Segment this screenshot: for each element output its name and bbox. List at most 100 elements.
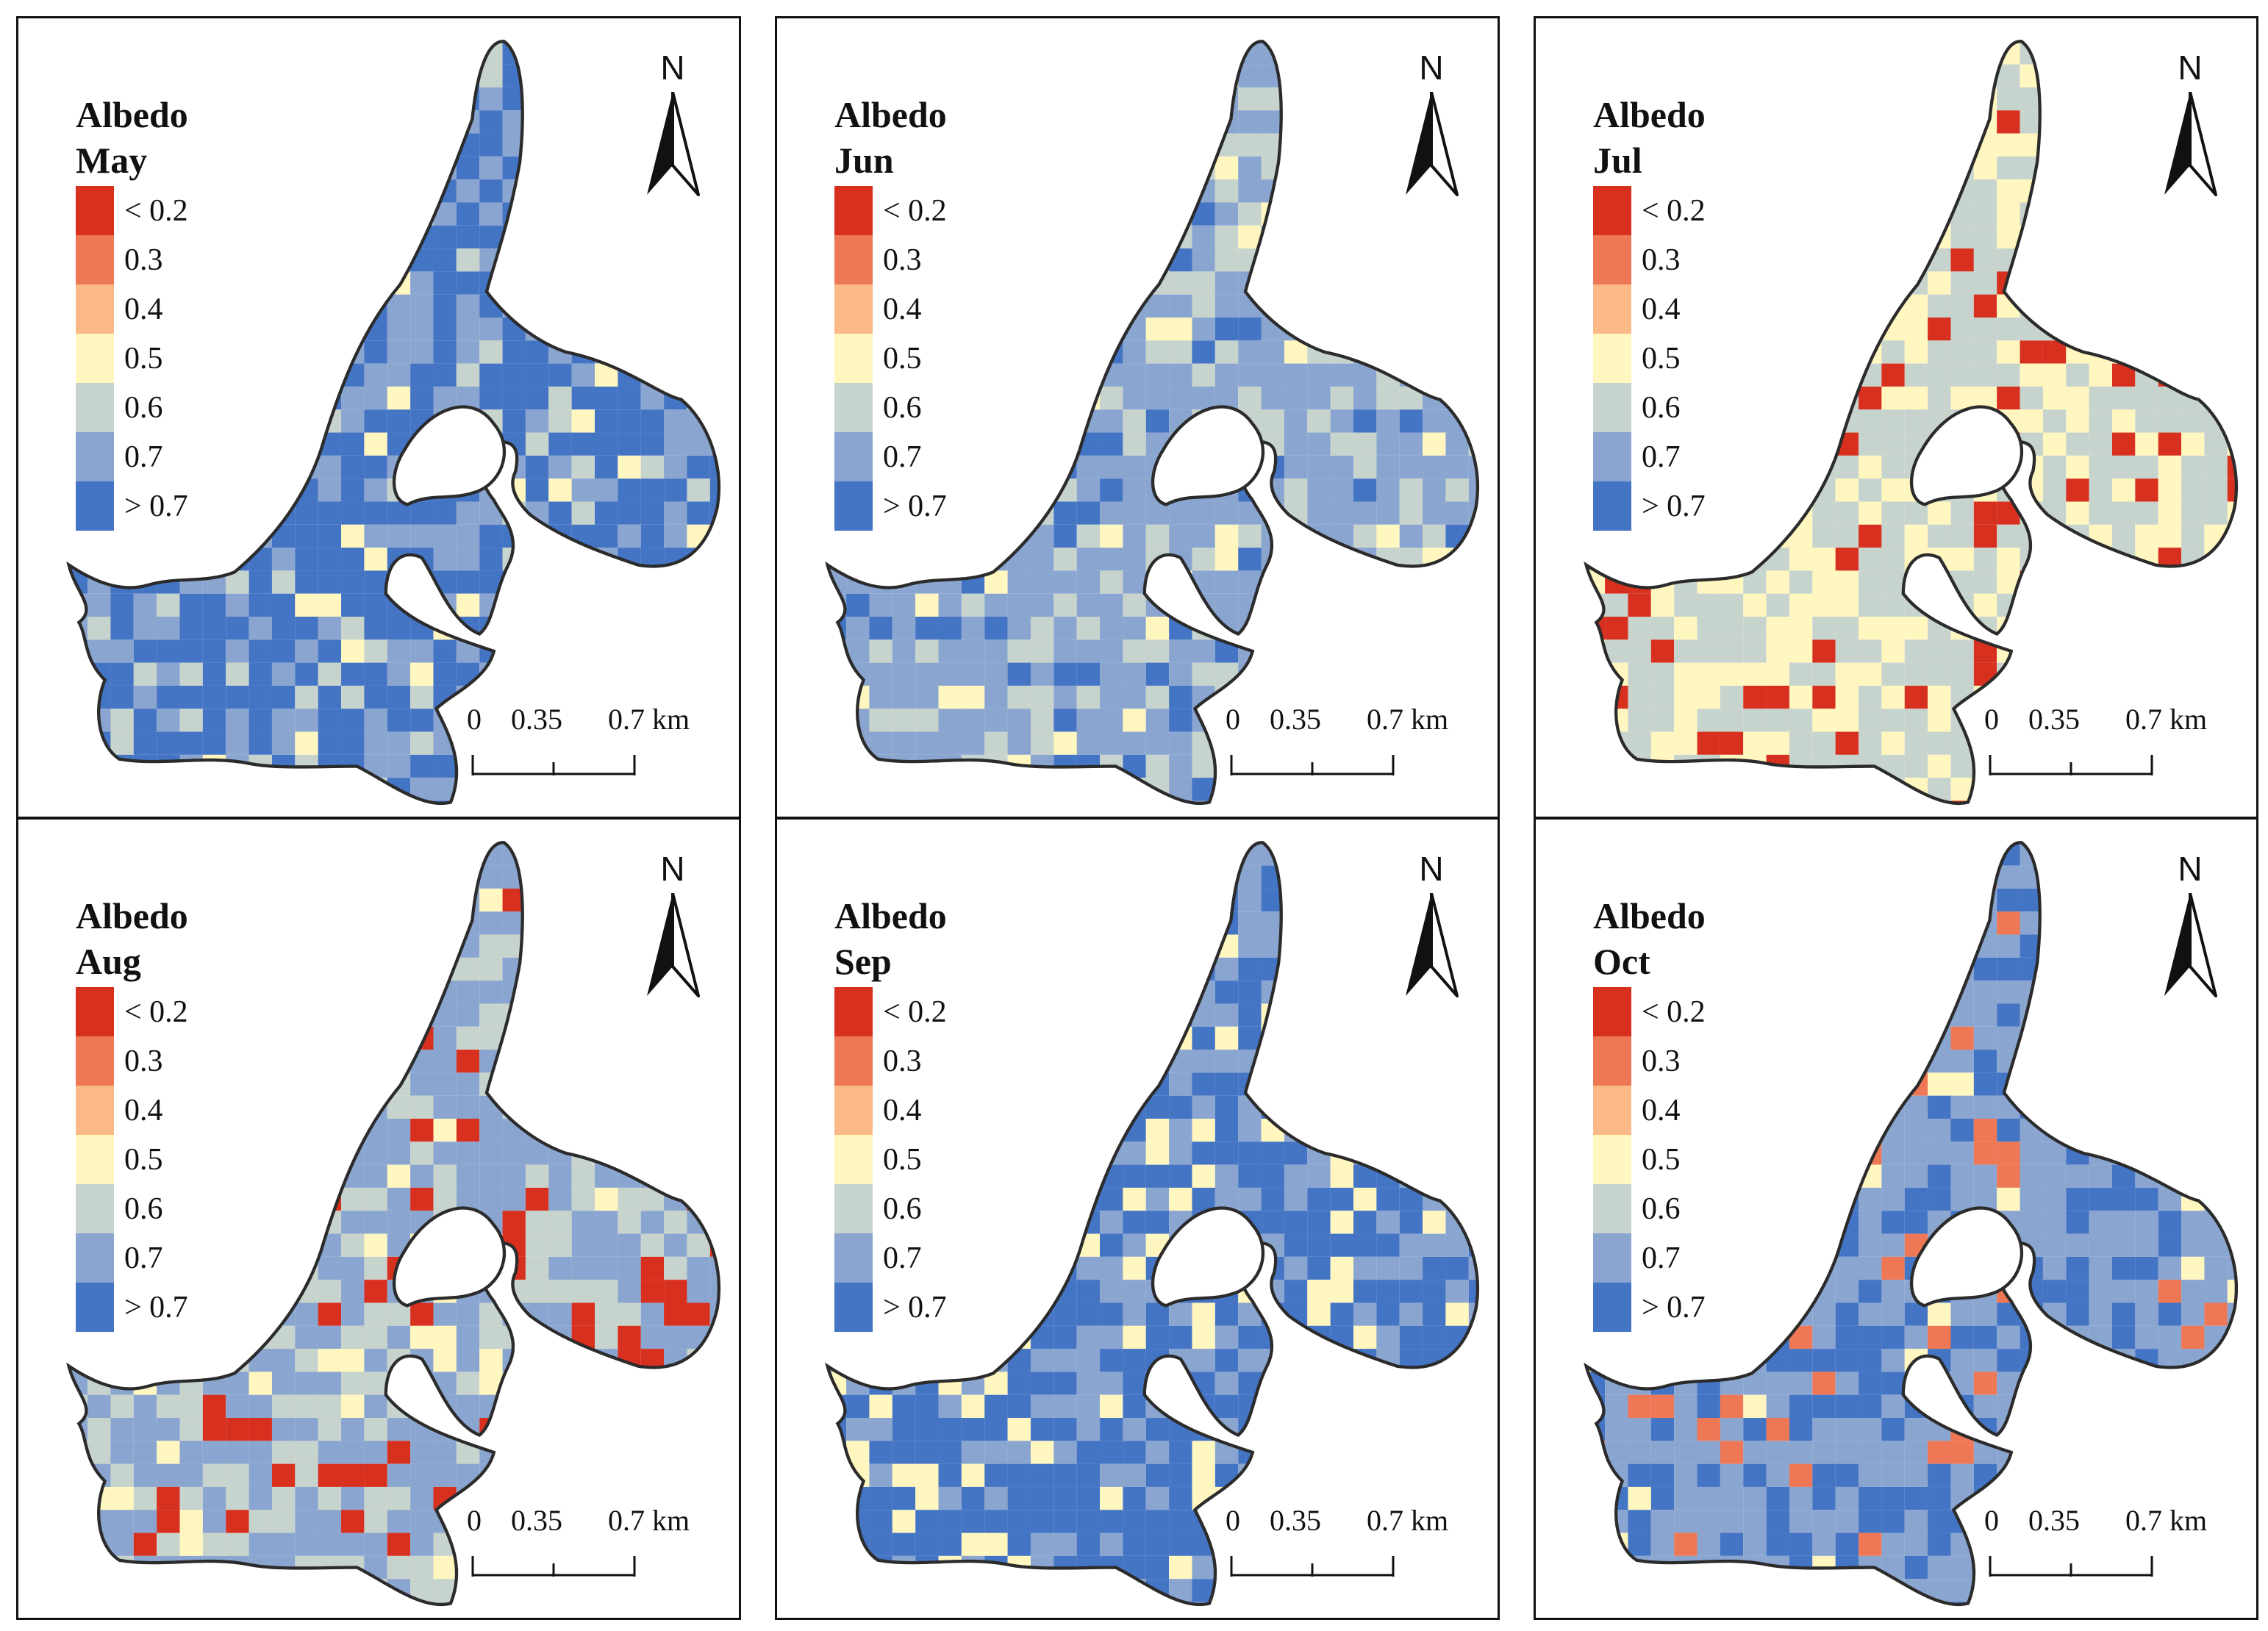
- legend-label: 0.4: [883, 292, 922, 326]
- glacier-albedo-map: [1584, 40, 2238, 806]
- map-panel-jul: Albedo Jul < 0.2 0.3 0.4 0.5 0.6 0.7 > 0.7 N 0 0.35…: [1534, 16, 2258, 819]
- legend-row: 0.6: [76, 1184, 188, 1233]
- legend-title-label: Albedo: [76, 895, 188, 936]
- legend-row: 0.6: [76, 383, 188, 432]
- legend-label: 0.7: [883, 440, 922, 474]
- legend-swatch: [76, 1233, 114, 1283]
- legend-row: 0.3: [76, 1036, 188, 1086]
- scale-bar: 0 0.35 0.7 km: [1226, 702, 1468, 790]
- nunatak-outline: [1151, 1206, 1265, 1308]
- legend-label: 0.5: [1642, 1142, 1681, 1177]
- legend-month-label: Sep: [834, 941, 892, 982]
- glacier-albedo-map: [825, 841, 1479, 1607]
- legend-label: 0.7: [1642, 440, 1681, 474]
- legend-title-label: Albedo: [1593, 895, 1706, 936]
- north-arrow-icon: [1406, 92, 1459, 196]
- legend-label: > 0.7: [1642, 489, 1706, 523]
- legend-row: < 0.2: [76, 987, 188, 1036]
- legend-label: 0.5: [883, 1142, 922, 1177]
- legend-swatch: [834, 334, 873, 383]
- scale-label-end: 0.7 km: [2125, 703, 2208, 736]
- north-letter: N: [1419, 850, 1444, 888]
- legend-title-label: Albedo: [834, 94, 947, 135]
- legend-month-label: Jul: [1593, 140, 1642, 181]
- scale-bar-line: [471, 755, 636, 775]
- legend-row: 0.5: [1593, 1135, 1706, 1184]
- nunatak-outline: [1151, 405, 1265, 506]
- legend-label: 0.7: [1642, 1241, 1681, 1275]
- scale-bar-line: [1989, 1556, 2153, 1577]
- scale-label-mid: 0.35: [511, 703, 562, 736]
- north-letter: N: [660, 850, 685, 888]
- legend-label: 0.3: [1642, 1044, 1681, 1078]
- legend-row: > 0.7: [834, 481, 947, 531]
- legend-swatch: [1593, 186, 1631, 235]
- legend-swatch: [834, 1283, 873, 1332]
- legend-row: > 0.7: [76, 481, 188, 531]
- legend-row: 0.3: [76, 235, 188, 284]
- legend-row: 0.6: [834, 383, 947, 432]
- legend-swatch: [1593, 284, 1631, 334]
- north-arrow-icon: [647, 893, 700, 997]
- albedo-legend: < 0.2 0.3 0.4 0.5 0.6 0.7 > 0.7: [834, 186, 947, 531]
- map-panel-aug: Albedo Aug < 0.2 0.3 0.4 0.5 0.6 0.7 > 0.7 N 0 0.35…: [16, 817, 741, 1620]
- legend-swatch: [76, 1135, 114, 1184]
- glacier-albedo-map: [66, 841, 720, 1607]
- glacier-albedo-map: [825, 40, 1479, 806]
- legend-label: 0.5: [1642, 341, 1681, 376]
- legend-row: > 0.7: [76, 1283, 188, 1332]
- nunatak-outline: [392, 405, 507, 506]
- map-panel-jun: Albedo Jun < 0.2 0.3 0.4 0.5 0.6 0.7 > 0.7 N 0 0.35…: [775, 16, 1500, 819]
- scale-bar: 0 0.35 0.7 km: [1984, 1503, 2227, 1591]
- legend-swatch: [76, 1184, 114, 1233]
- legend-swatch: [76, 1036, 114, 1086]
- north-arrow: N: [640, 849, 706, 1011]
- legend-swatch: [76, 383, 114, 432]
- legend-row: 0.7: [834, 1233, 947, 1283]
- legend-row: 0.7: [1593, 432, 1706, 481]
- scale-label-end: 0.7 km: [1367, 703, 1449, 736]
- legend-row: 0.6: [1593, 1184, 1706, 1233]
- legend-label: 0.3: [124, 1044, 163, 1078]
- legend-label: 0.7: [124, 1241, 163, 1275]
- legend-row: 0.7: [834, 432, 947, 481]
- legend-row: > 0.7: [1593, 481, 1706, 531]
- glacier-outline: [1584, 841, 2238, 1607]
- north-arrow-icon: [2164, 92, 2217, 196]
- north-arrow: N: [1398, 849, 1464, 1011]
- legend-swatch: [1593, 1233, 1631, 1283]
- albedo-legend: < 0.2 0.3 0.4 0.5 0.6 0.7 > 0.7: [1593, 987, 1706, 1332]
- legend-row: < 0.2: [834, 987, 947, 1036]
- legend-label: < 0.2: [883, 994, 947, 1029]
- nunatak-outline: [1909, 1206, 2024, 1308]
- north-arrow-icon: [1406, 893, 1459, 997]
- legend-swatch: [834, 987, 873, 1036]
- legend-swatch: [76, 481, 114, 531]
- legend-swatch: [1593, 334, 1631, 383]
- legend-row: 0.6: [1593, 383, 1706, 432]
- legend-label: 0.3: [883, 243, 922, 277]
- legend-row: 0.3: [1593, 1036, 1706, 1086]
- legend-row: 0.4: [834, 284, 947, 334]
- legend-row: > 0.7: [1593, 1283, 1706, 1332]
- legend-month-label: Oct: [1593, 941, 1650, 982]
- scale-bar: 0 0.35 0.7 km: [1226, 1503, 1468, 1591]
- legend-label: < 0.2: [124, 994, 188, 1029]
- legend-swatch: [834, 284, 873, 334]
- legend-swatch: [834, 1233, 873, 1283]
- legend-swatch: [1593, 235, 1631, 284]
- legend-swatch: [76, 334, 114, 383]
- legend-label: > 0.7: [883, 489, 947, 523]
- legend-label: 0.4: [1642, 1093, 1681, 1128]
- legend-row: 0.6: [834, 1184, 947, 1233]
- albedo-legend: < 0.2 0.3 0.4 0.5 0.6 0.7 > 0.7: [834, 987, 947, 1332]
- north-letter: N: [2178, 49, 2203, 87]
- legend-swatch: [76, 1283, 114, 1332]
- legend-swatch: [834, 383, 873, 432]
- scale-bar: 0 0.35 0.7 km: [467, 1503, 709, 1591]
- legend-label: > 0.7: [124, 489, 188, 523]
- glacier-outline: [825, 841, 1479, 1607]
- legend-label: < 0.2: [1642, 994, 1706, 1029]
- legend-row: 0.3: [834, 1036, 947, 1086]
- legend-swatch: [1593, 383, 1631, 432]
